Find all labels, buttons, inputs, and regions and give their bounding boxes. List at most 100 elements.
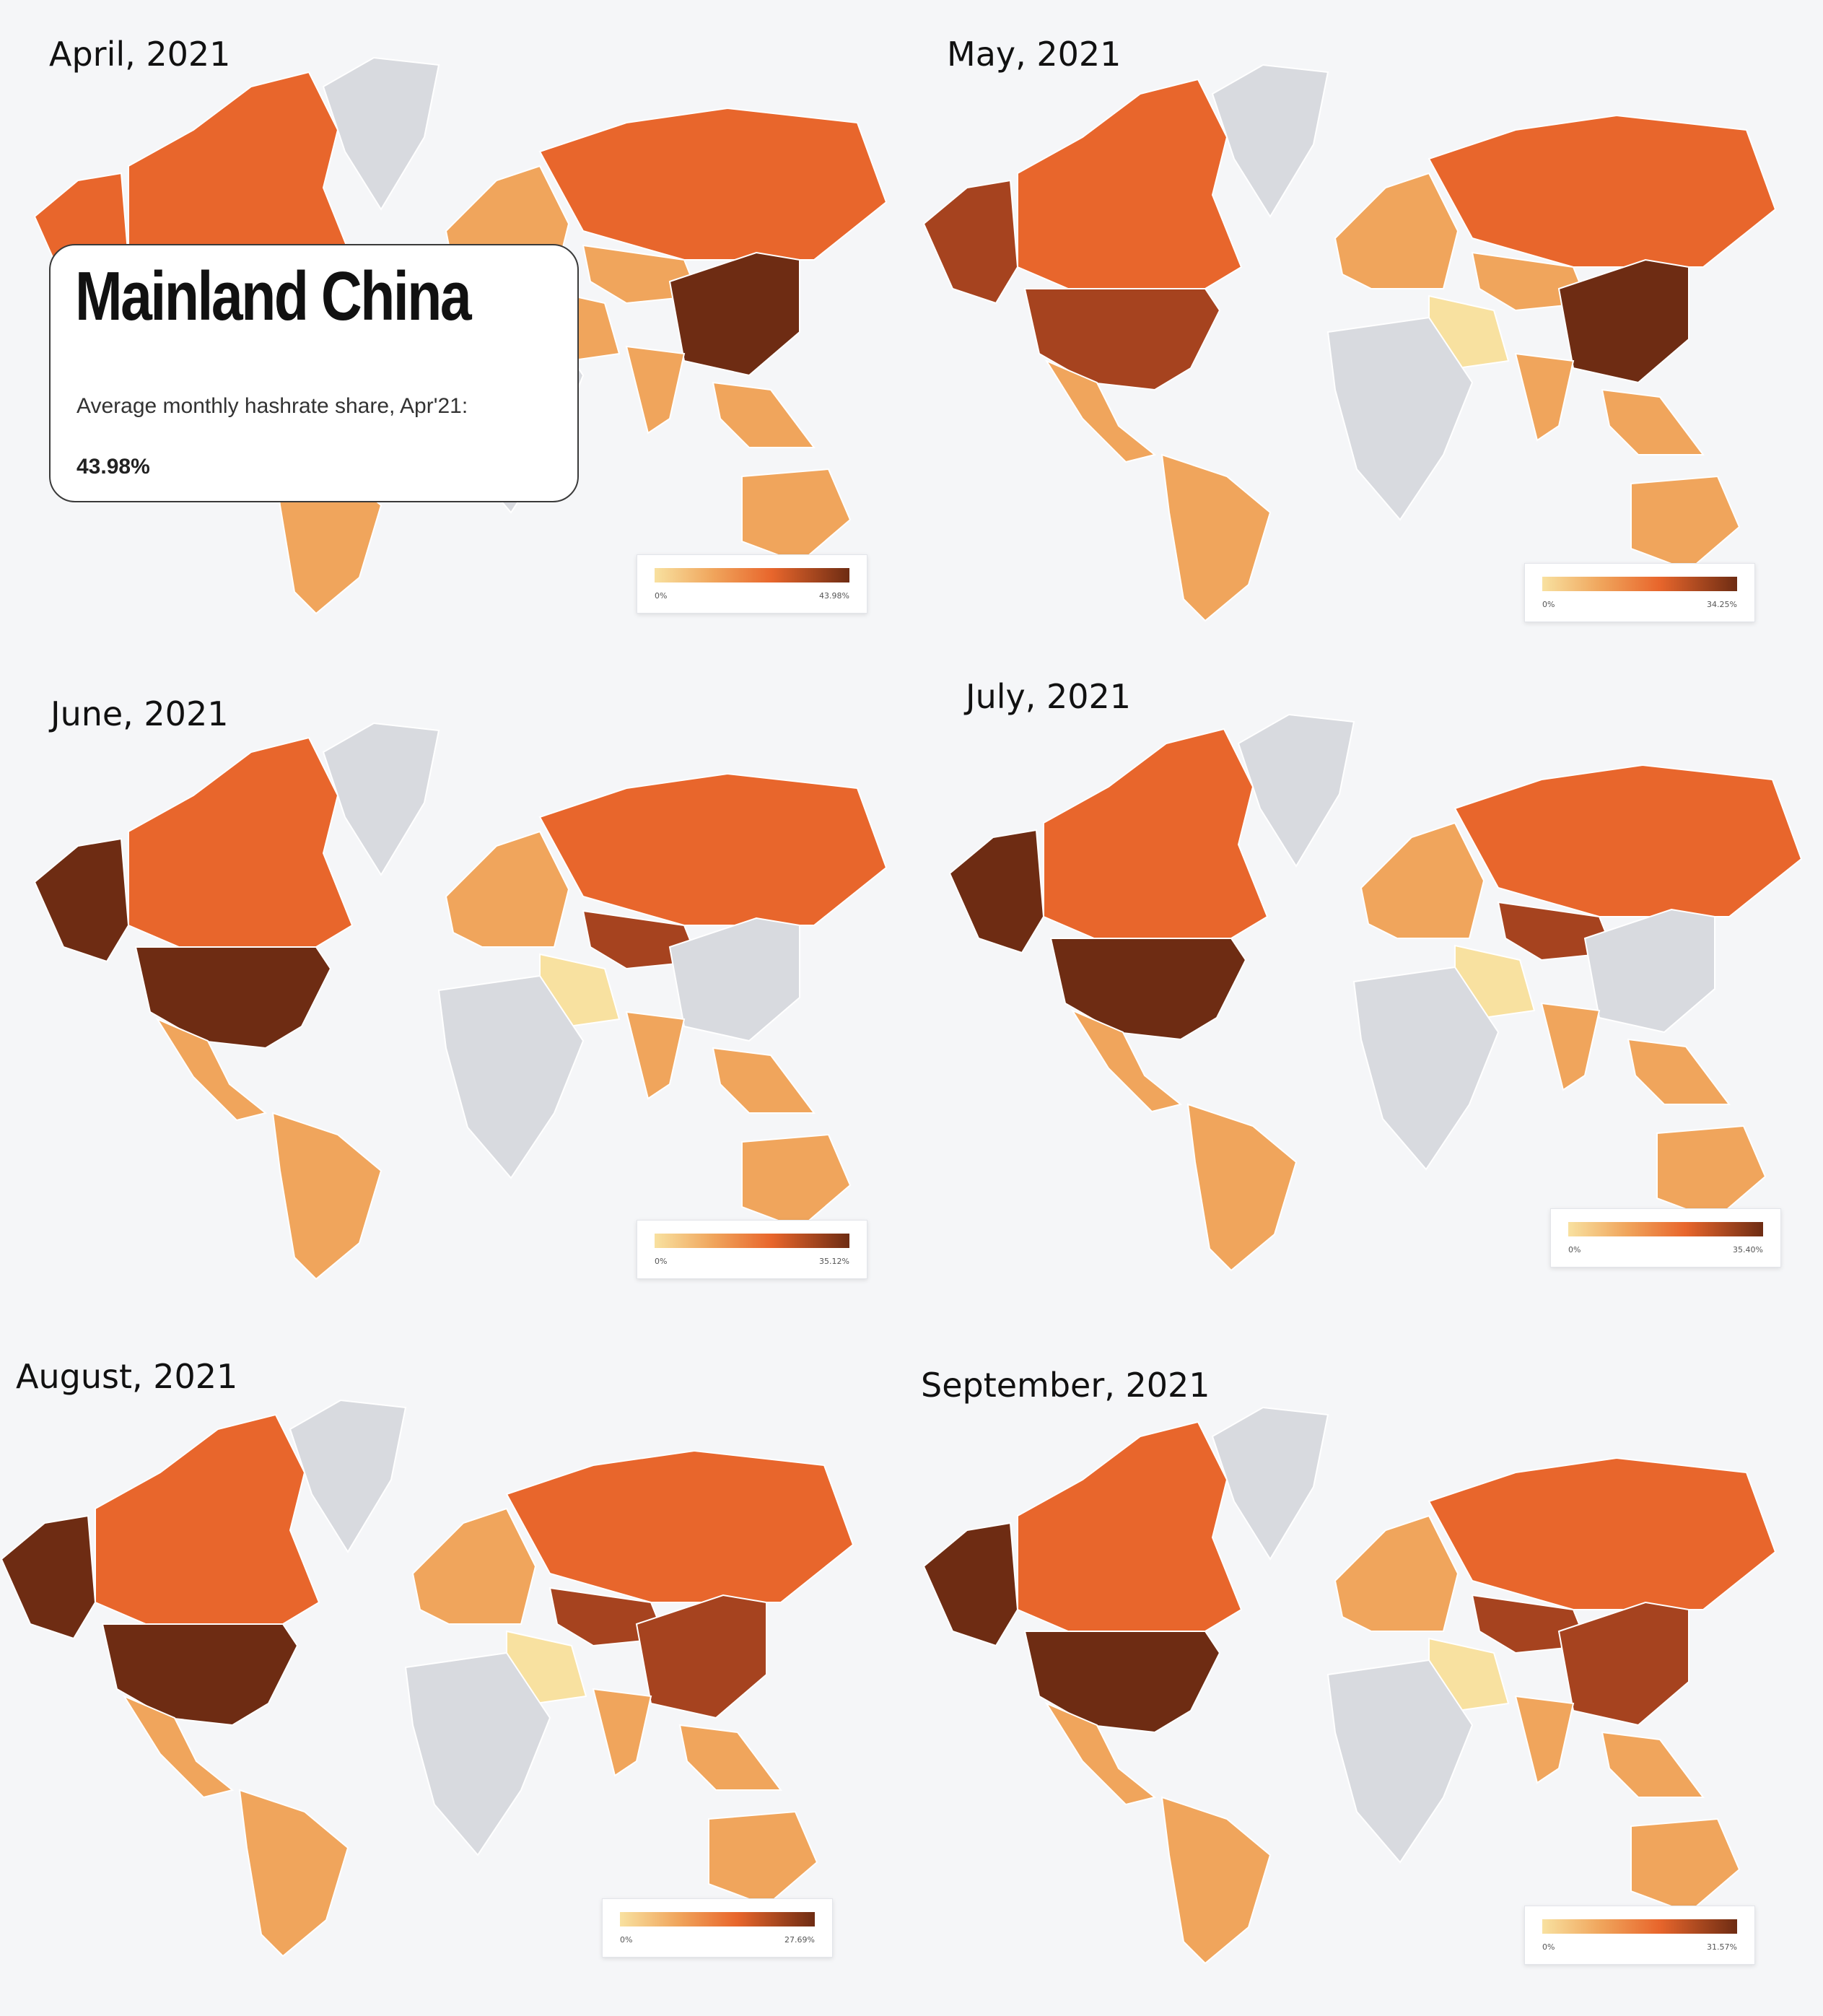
region-russia[interactable]: [538, 107, 888, 261]
region-alaska[interactable]: [33, 837, 130, 963]
region-australia[interactable]: [1630, 1818, 1741, 1914]
region-australia[interactable]: [741, 1133, 852, 1230]
region-usa[interactable]: [1023, 288, 1221, 391]
region-south-america[interactable]: [1160, 453, 1272, 622]
region-russia[interactable]: [538, 772, 888, 926]
region-alaska[interactable]: [948, 829, 1045, 954]
region-mexico[interactable]: [122, 1694, 235, 1799]
region-india[interactable]: [1514, 1695, 1575, 1784]
region-se-asia[interactable]: [678, 1724, 782, 1791]
color-legend: 0% 34.25%: [1524, 563, 1755, 622]
region-russia[interactable]: [1428, 114, 1777, 268]
region-china[interactable]: [1583, 908, 1715, 1034]
region-usa[interactable]: [1023, 1631, 1221, 1734]
map-title: May, 2021: [947, 35, 1122, 74]
region-china[interactable]: [1557, 258, 1689, 384]
region-se-asia[interactable]: [712, 1047, 816, 1114]
region-central-asia[interactable]: [1471, 1594, 1589, 1654]
legend-gradient: [1542, 577, 1737, 591]
region-canada[interactable]: [1043, 728, 1269, 939]
region-europe[interactable]: [1334, 1514, 1459, 1632]
region-china[interactable]: [668, 917, 800, 1042]
region-australia[interactable]: [1656, 1125, 1767, 1221]
legend-min-label: 0%: [1542, 1942, 1555, 1952]
region-india[interactable]: [625, 1011, 686, 1100]
region-se-asia[interactable]: [712, 381, 816, 448]
region-russia[interactable]: [1453, 764, 1803, 917]
region-africa[interactable]: [1326, 1659, 1474, 1864]
region-central-asia[interactable]: [582, 909, 700, 970]
region-south-america[interactable]: [271, 1112, 382, 1280]
country-tooltip: Mainland China Average monthly hashrate …: [49, 244, 579, 502]
legend-min-label: 0%: [655, 591, 668, 601]
map-title: September, 2021: [921, 1366, 1210, 1405]
region-usa[interactable]: [101, 1623, 299, 1727]
region-mexico[interactable]: [1070, 1008, 1183, 1113]
region-africa[interactable]: [437, 974, 585, 1179]
color-legend: 0% 27.69%: [602, 1898, 833, 1958]
world-map[interactable]: [33, 709, 888, 1280]
region-greenland[interactable]: [322, 56, 440, 211]
region-central-asia[interactable]: [1471, 251, 1589, 312]
map-title: July, 2021: [966, 677, 1132, 716]
region-africa[interactable]: [1352, 966, 1500, 1171]
region-south-america[interactable]: [238, 1789, 349, 1958]
world-map[interactable]: [0, 1386, 854, 1958]
region-australia[interactable]: [741, 468, 852, 564]
region-greenland[interactable]: [1211, 1406, 1329, 1561]
region-greenland[interactable]: [322, 722, 440, 876]
region-south-america[interactable]: [1160, 1796, 1272, 1965]
region-russia[interactable]: [505, 1449, 854, 1603]
legend-max-label: 43.98%: [819, 591, 849, 601]
region-canada[interactable]: [128, 736, 354, 948]
region-africa[interactable]: [404, 1651, 551, 1856]
region-mexico[interactable]: [1044, 359, 1157, 463]
region-central-asia[interactable]: [582, 244, 700, 305]
region-india[interactable]: [1540, 1002, 1601, 1091]
region-central-asia[interactable]: [548, 1587, 667, 1647]
region-china[interactable]: [668, 251, 800, 377]
region-europe[interactable]: [1334, 172, 1459, 289]
region-canada[interactable]: [1017, 1421, 1243, 1632]
region-usa[interactable]: [134, 946, 332, 1050]
region-mexico[interactable]: [1044, 1701, 1157, 1806]
region-india[interactable]: [592, 1688, 652, 1777]
region-alaska[interactable]: [922, 1522, 1019, 1647]
region-se-asia[interactable]: [1601, 388, 1705, 455]
legend-min-label: 0%: [1542, 600, 1555, 609]
region-alaska[interactable]: [922, 179, 1019, 305]
region-canada[interactable]: [1017, 78, 1243, 289]
region-europe[interactable]: [411, 1507, 537, 1625]
region-se-asia[interactable]: [1601, 1731, 1705, 1798]
world-map[interactable]: [922, 51, 1777, 622]
region-canada[interactable]: [95, 1413, 320, 1625]
region-europe[interactable]: [445, 830, 570, 948]
tooltip-value: 43.98%: [76, 455, 150, 479]
region-china[interactable]: [1557, 1601, 1689, 1727]
region-europe[interactable]: [1360, 821, 1485, 939]
region-greenland[interactable]: [1237, 713, 1355, 868]
region-central-asia[interactable]: [1497, 901, 1615, 961]
region-australia[interactable]: [708, 1810, 818, 1907]
region-greenland[interactable]: [289, 1399, 407, 1553]
region-australia[interactable]: [1630, 475, 1741, 572]
world-map[interactable]: [948, 700, 1803, 1272]
region-india[interactable]: [625, 345, 686, 435]
region-africa[interactable]: [1326, 316, 1474, 521]
region-russia[interactable]: [1428, 1457, 1777, 1610]
region-se-asia[interactable]: [1627, 1038, 1731, 1105]
world-map[interactable]: [922, 1393, 1777, 1965]
region-usa[interactable]: [1049, 938, 1247, 1041]
tooltip-subtitle: Average monthly hashrate share, Apr'21:: [76, 394, 468, 418]
legend-gradient: [655, 568, 849, 582]
region-south-america[interactable]: [1186, 1103, 1298, 1272]
legend-min-label: 0%: [1568, 1245, 1581, 1254]
legend-min-label: 0%: [620, 1935, 633, 1945]
legend-max-label: 35.12%: [819, 1257, 849, 1266]
region-china[interactable]: [635, 1594, 767, 1719]
color-legend: 0% 35.12%: [637, 1220, 867, 1279]
region-india[interactable]: [1514, 352, 1575, 442]
region-greenland[interactable]: [1211, 64, 1329, 218]
region-alaska[interactable]: [0, 1514, 97, 1640]
region-mexico[interactable]: [155, 1017, 268, 1122]
